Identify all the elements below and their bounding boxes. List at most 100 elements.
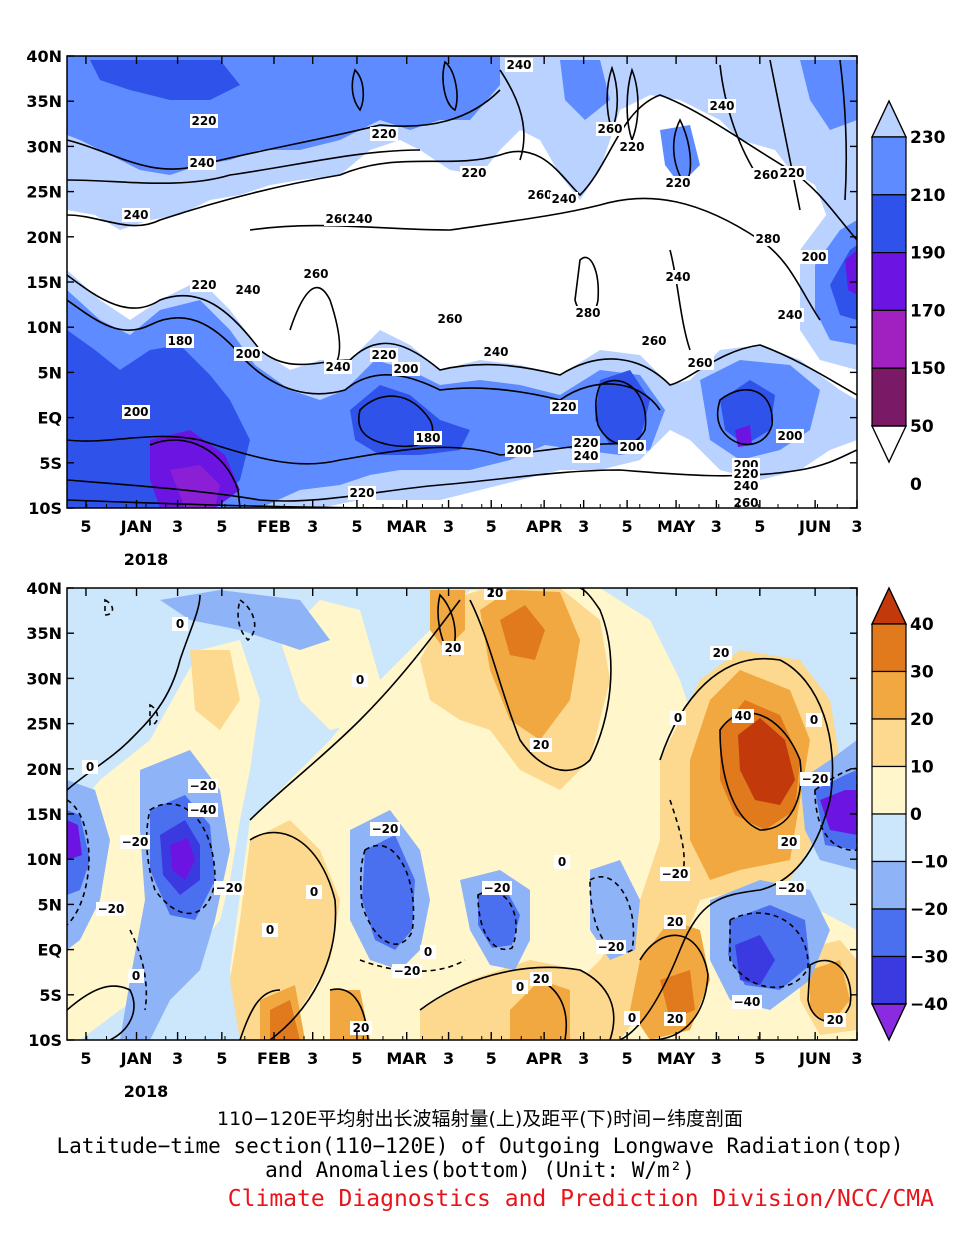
colorbar-top-triangle xyxy=(870,99,908,138)
anom-clabel: −20 xyxy=(120,835,150,849)
colorbar-label: 170 xyxy=(910,301,946,321)
svg-text:−20: −20 xyxy=(122,835,149,849)
x-tick-label: 3 xyxy=(172,1049,183,1068)
svg-text:20: 20 xyxy=(353,1021,370,1035)
svg-text:220: 220 xyxy=(619,140,644,154)
svg-text:260: 260 xyxy=(437,312,462,326)
y-tick-label: 5N xyxy=(37,895,62,914)
svg-text:240: 240 xyxy=(665,270,690,284)
x-tick-label: APR xyxy=(526,517,562,536)
olr-clabel: 200 xyxy=(122,405,150,419)
anomaly-y-axis: 40N 35N 30N 25N 20N 15N 10N 5N EQ 5S 10S xyxy=(26,579,857,1050)
anom-clabel: 20 xyxy=(350,1021,372,1035)
anomaly-panel: 0 20 20 0 0 −20 −40 20 20 0 40 0 −20 −20… xyxy=(26,579,948,1101)
anom-clabel: −40 xyxy=(732,995,762,1009)
svg-text:200: 200 xyxy=(235,347,260,361)
anom-clabel: 0 xyxy=(806,713,822,727)
anom-clabel: 20 xyxy=(710,646,732,660)
olr-clabel: 240 xyxy=(708,99,736,113)
svg-text:240: 240 xyxy=(483,345,508,359)
anomaly-contour-labels: 0 20 20 0 0 −20 −40 20 20 0 40 0 −20 −20… xyxy=(82,588,846,1035)
svg-text:260: 260 xyxy=(753,168,778,182)
svg-text:0: 0 xyxy=(176,617,184,631)
olr-clabel: 200 xyxy=(776,429,804,443)
anom-clabel: 20 xyxy=(824,1013,846,1027)
svg-text:220: 220 xyxy=(461,166,486,180)
y-tick-label: 5S xyxy=(39,454,62,473)
olr-clabel: 220 xyxy=(348,486,376,500)
svg-text:240: 240 xyxy=(777,308,802,322)
svg-text:220: 220 xyxy=(733,467,758,481)
olr-clabel: 260 xyxy=(686,356,714,370)
svg-text:280: 280 xyxy=(575,306,600,320)
olr-clabel: 220 xyxy=(778,166,806,180)
olr-clabel: 260 xyxy=(640,334,668,348)
olr-clabel: 240 xyxy=(550,192,578,206)
x-tick-label: 3 xyxy=(711,1049,722,1068)
svg-text:240: 240 xyxy=(189,156,214,170)
x-tick-label: 3 xyxy=(443,1049,454,1068)
svg-text:180: 180 xyxy=(415,431,440,445)
svg-text:240: 240 xyxy=(709,99,734,113)
olr-x-axis: 5 JAN 3 5 FEB 3 5 MAR 3 5 APR 3 5 MAY 3 5 JUN 3 xyxy=(66,56,863,536)
anom-clabel: 0 xyxy=(262,923,278,937)
olr-clabel: 260 xyxy=(302,267,330,281)
anom-clabel: 0 xyxy=(82,760,98,774)
x-tick-label: 5 xyxy=(754,517,765,536)
y-tick-label: 5S xyxy=(39,986,62,1005)
colorbar-top-triangle xyxy=(870,586,908,625)
anom-clabel: 0 xyxy=(670,711,686,725)
svg-text:−20: −20 xyxy=(216,881,243,895)
svg-text:−20: −20 xyxy=(802,772,829,786)
caption-english-line1: Latitude−time section(110−120E) of Outgo… xyxy=(56,1134,904,1158)
colorbar-label: 30 xyxy=(910,663,934,683)
x-tick-label: 3 xyxy=(172,517,183,536)
svg-text:0: 0 xyxy=(424,945,432,959)
olr-clabel: 240 xyxy=(482,345,510,359)
y-tick-label: 35N xyxy=(26,92,62,111)
anomaly-colorbar: 40 30 20 10 0 −10 −20 −30 −40 xyxy=(870,586,948,1042)
svg-text:−20: −20 xyxy=(394,964,421,978)
svg-text:−20: −20 xyxy=(598,940,625,954)
svg-text:260: 260 xyxy=(641,334,666,348)
svg-text:20: 20 xyxy=(667,915,684,929)
svg-text:0: 0 xyxy=(132,969,140,983)
y-tick-label: 20N xyxy=(26,228,62,247)
svg-text:260: 260 xyxy=(527,188,552,202)
anom-clabel: 20 xyxy=(664,1012,686,1026)
x-tick-label: 3 xyxy=(851,1049,862,1068)
svg-text:0: 0 xyxy=(86,760,94,774)
colorbar-label: −30 xyxy=(910,948,948,968)
x-tick-label: JAN xyxy=(120,517,153,536)
anom-clabel: 0 xyxy=(172,617,188,631)
olr-patch-s1 xyxy=(735,425,752,447)
anom-region-30-40b xyxy=(500,605,545,660)
colorbar-label: 0 xyxy=(910,805,922,825)
anom-clabel: −20 xyxy=(188,779,218,793)
colorbar-swatch xyxy=(871,908,907,958)
olr-clabel: 180 xyxy=(414,431,442,445)
svg-text:240: 240 xyxy=(123,208,148,222)
olr-contour-labels: 220 240 220 240 260 220 240 220 220 260 … xyxy=(122,58,828,508)
colorbar-swatch xyxy=(871,136,907,196)
svg-text:220: 220 xyxy=(371,127,396,141)
x-tick-label: 5 xyxy=(622,517,633,536)
svg-text:200: 200 xyxy=(123,405,148,419)
colorbar-swatch xyxy=(871,765,907,815)
anom-region-40a xyxy=(738,718,795,805)
olr-clabel: 240 xyxy=(188,156,216,170)
olr-clabel: 200 xyxy=(618,440,646,454)
anom-clabel: 0 xyxy=(306,885,322,899)
olr-clabel: 260 xyxy=(526,188,554,202)
olr-clabel: 240 xyxy=(324,360,352,374)
colorbar-swatch xyxy=(871,367,907,427)
olr-year-label: 2018 xyxy=(124,550,169,569)
olr-clabel: 260 xyxy=(324,212,352,226)
svg-text:200: 200 xyxy=(506,443,531,457)
svg-text:−20: −20 xyxy=(778,881,805,895)
svg-text:0: 0 xyxy=(628,1011,636,1025)
svg-text:−20: −20 xyxy=(662,867,689,881)
y-tick-label: 10S xyxy=(28,1031,62,1050)
anom-clabel: 0 xyxy=(554,855,570,869)
anom-clabel: 0 xyxy=(624,1011,640,1025)
